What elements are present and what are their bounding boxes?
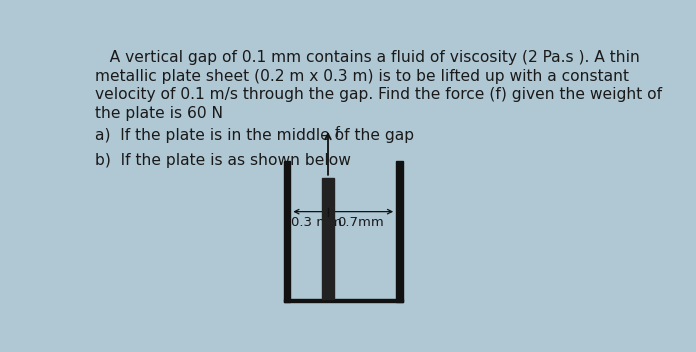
Text: the plate is 60 N: the plate is 60 N [95,106,223,121]
Text: a)  If the plate is in the middle of the gap: a) If the plate is in the middle of the … [95,128,414,143]
Bar [284,162,290,302]
Bar [284,299,402,302]
Text: 0.3 mm: 0.3 mm [292,216,342,229]
Text: velocity of 0.1 m/s through the gap. Find the force (f) given the weight of: velocity of 0.1 m/s through the gap. Fin… [95,87,662,102]
Text: A vertical gap of 0.1 mm contains a fluid of viscosity (2 Pa.s ). A thin: A vertical gap of 0.1 mm contains a flui… [95,50,640,65]
Text: 0.7mm: 0.7mm [337,216,383,229]
Text: f: f [335,126,340,140]
Text: metallic plate sheet (0.2 m x 0.3 m) is to be lifted up with a constant: metallic plate sheet (0.2 m x 0.3 m) is … [95,69,629,84]
Bar [322,178,334,299]
Bar [396,162,402,302]
Text: b)  If the plate is as shown below: b) If the plate is as shown below [95,153,351,168]
